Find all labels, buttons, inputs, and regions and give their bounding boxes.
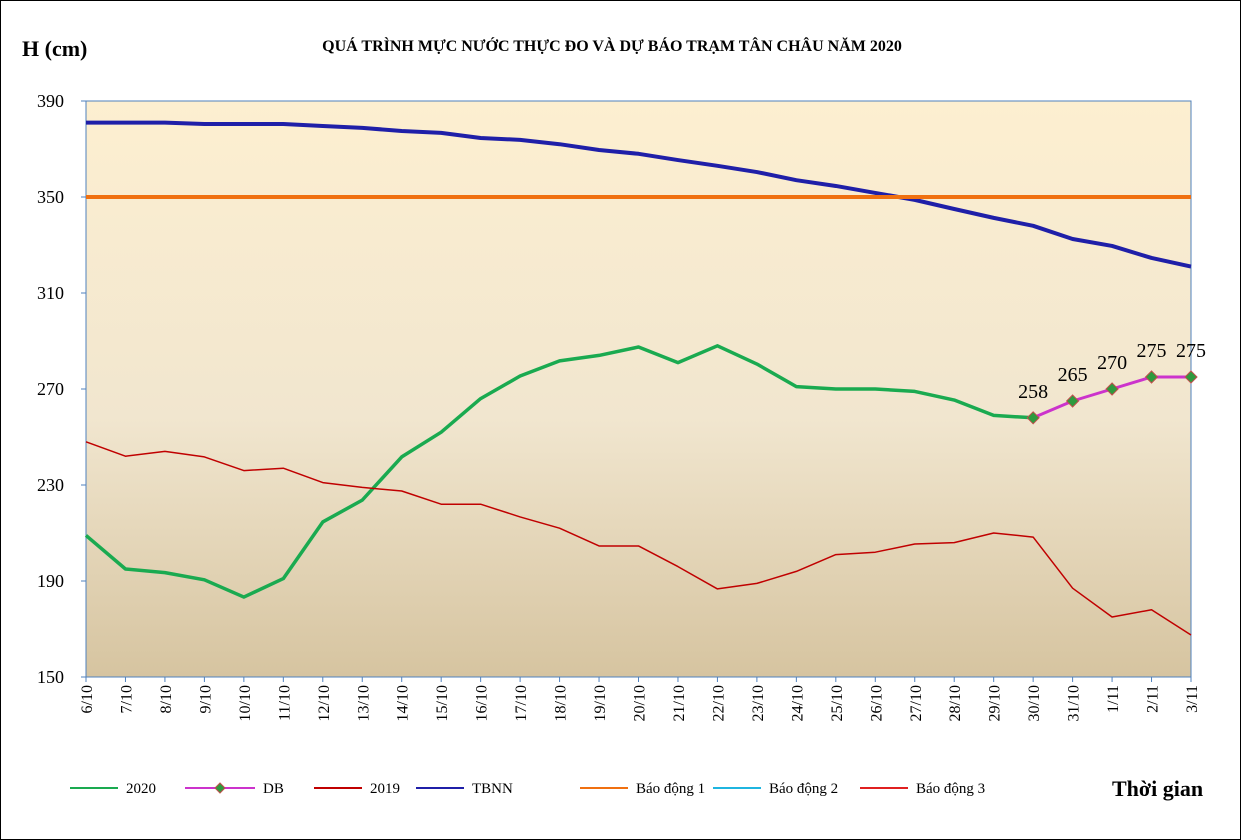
data-marker [1105,382,1119,396]
data-marker [1184,370,1198,384]
data-label: 275 [1176,340,1206,362]
x-tick-label: 11/10 [276,685,293,721]
y-tick-label: 390 [37,91,64,111]
legend-label: Báo động 3 [916,781,985,797]
x-tick-label: 27/10 [908,685,925,721]
y-tick-label: 350 [37,187,64,207]
x-tick-label: 23/10 [750,685,767,721]
data-label: 270 [1097,352,1127,374]
x-tick-label: 14/10 [395,685,412,721]
x-tick-label: 2/11 [1145,685,1162,713]
x-tick-label: 31/10 [1066,685,1083,721]
legend-label: Báo động 2 [769,781,838,797]
legend-label: 2020 [126,781,156,797]
x-tick-label: 16/10 [474,685,491,721]
x-tick-label: 29/10 [987,685,1004,721]
data-label: 258 [1018,381,1048,403]
data-marker [1065,394,1080,408]
data-marker [1144,370,1159,384]
x-tick-label: 30/10 [1026,685,1043,721]
y-tick-label: 310 [37,283,64,303]
legend-marker [214,782,226,794]
x-tick-label: 18/10 [553,685,570,721]
x-tick-label: 7/10 [118,685,135,713]
x-tick-label: 9/10 [197,685,214,713]
chart-title: QUÁ TRÌNH MỰC NƯỚC THỰC ĐO VÀ DỰ BÁO TRẠ… [322,36,902,55]
x-tick-label: 20/10 [632,685,649,721]
data-label: 265 [1058,364,1088,386]
legend-label: 2019 [370,781,400,797]
x-tick-label: 6/10 [79,685,96,713]
series-line [84,344,1034,599]
y-axis-label: H (cm) [22,36,87,61]
x-tick-label: 12/10 [316,685,333,721]
x-tick-label: 10/10 [237,685,254,721]
x-tick-label: 8/10 [158,685,175,713]
legend-label: Báo động 1 [636,781,705,797]
y-tick-label: 190 [37,571,64,591]
x-tick-label: 15/10 [434,685,451,721]
legend-label: TBNN [472,781,513,797]
x-tick-label: 13/10 [355,685,372,721]
series-line [85,441,1192,636]
data-label: 275 [1137,340,1167,362]
x-tick-label: 22/10 [710,685,727,721]
series-line [86,120,1192,269]
y-tick-label: 230 [37,475,64,495]
x-tick-label: 17/10 [513,685,530,721]
x-tick-label: 24/10 [789,685,806,721]
x-tick-label: 21/10 [671,685,688,721]
x-tick-label: 25/10 [829,685,846,721]
x-tick-label: 26/10 [868,685,885,721]
y-tick-label: 150 [37,667,64,687]
x-tick-label: 1/11 [1105,685,1122,713]
x-tick-label: 3/11 [1184,685,1201,713]
x-axis-label: Thời gian [1112,776,1203,801]
y-tick-label: 270 [37,379,64,399]
x-tick-label: 28/10 [947,685,964,721]
legend-label: DB [263,781,284,797]
data-marker [1026,411,1040,425]
x-tick-label: 19/10 [592,685,609,721]
